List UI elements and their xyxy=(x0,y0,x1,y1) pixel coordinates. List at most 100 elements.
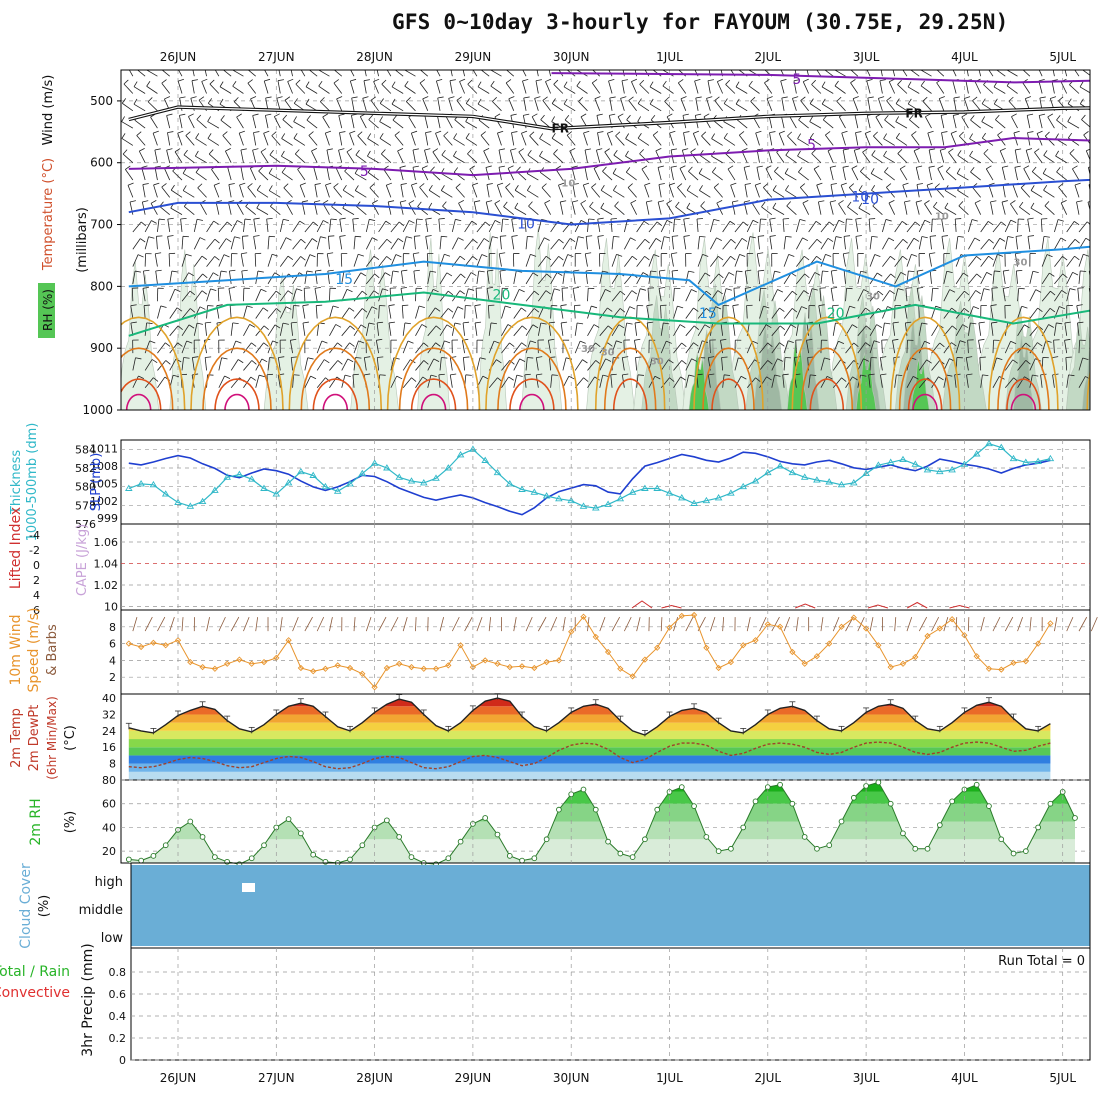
wind-barb xyxy=(339,132,343,146)
temp-bands xyxy=(128,698,1051,780)
wind-barb-flag xyxy=(946,374,953,377)
wind-barb xyxy=(425,219,429,233)
wind-barb xyxy=(784,173,797,181)
wind-barb xyxy=(525,324,534,337)
wind-barb-flag xyxy=(322,200,329,204)
wind-barb xyxy=(542,100,551,112)
wind-barb-flag xyxy=(548,321,556,324)
wind-barb-flag xyxy=(629,306,636,310)
wind-barb xyxy=(722,288,727,302)
wind-barb-flag xyxy=(800,96,806,101)
wind-barb-flag xyxy=(274,113,280,117)
wind-barb-flag xyxy=(1097,220,1100,222)
wind-barb-flag xyxy=(913,237,920,242)
wind-barb xyxy=(1029,289,1037,302)
wind-barb xyxy=(1011,116,1018,129)
wind-barb-flag xyxy=(307,63,311,68)
wind-barb xyxy=(465,137,478,146)
wind-barb xyxy=(448,98,453,111)
wind-barb-flag xyxy=(681,342,687,347)
2m-rh-point xyxy=(556,806,562,813)
wind-barb-flag xyxy=(871,235,878,238)
wind-barb-flag xyxy=(526,185,531,191)
wind-barb xyxy=(451,322,456,336)
wind-barb-flag xyxy=(589,201,594,207)
wind-barb xyxy=(771,289,778,302)
wind-barb-flag xyxy=(785,235,792,238)
wind-barb xyxy=(978,322,982,336)
wind-barb-flag xyxy=(1061,290,1067,295)
wind-barb-flag xyxy=(927,130,934,134)
millibars-axis-label: (millibars) xyxy=(75,207,90,273)
wind-barb xyxy=(1041,272,1050,285)
top-date-label: 4JUL xyxy=(951,50,978,64)
wind-barb-flag xyxy=(453,150,457,157)
2m-rh-point xyxy=(826,842,833,849)
wind-barb-flag xyxy=(571,165,578,168)
wind-barb-flag xyxy=(662,80,667,87)
dewpoint-axis-label: 2m DewPt xyxy=(27,705,42,772)
wind-barb-flag xyxy=(337,360,343,365)
wind-barb-flag xyxy=(672,235,679,237)
wind-barb-flag xyxy=(572,183,579,185)
wind-barb-flag xyxy=(1092,64,1095,69)
wind-barb-flag xyxy=(649,98,654,105)
wind-barb xyxy=(304,221,314,233)
wind-barb xyxy=(1076,201,1080,215)
wind10m-barb xyxy=(255,617,259,632)
wind-barb-flag xyxy=(532,324,539,329)
wind-barb xyxy=(880,70,883,77)
wind10m-barb xyxy=(525,616,533,632)
wind-barb xyxy=(918,341,925,354)
wind-barb-flag xyxy=(986,165,992,170)
wind-barb-flag xyxy=(909,114,914,120)
wind-barb-flag xyxy=(683,235,690,237)
wind-barb xyxy=(566,70,576,77)
wind-barb-flag xyxy=(548,338,555,341)
wind-barb-flag xyxy=(1079,98,1084,105)
wind-barb-flag xyxy=(544,237,550,241)
wind-barb-flag xyxy=(260,288,267,293)
wind-barb xyxy=(121,121,134,129)
wind-barb xyxy=(230,220,238,233)
wind-barb-flag xyxy=(1050,290,1056,296)
wind-barb-flag xyxy=(505,183,511,188)
wind-barb xyxy=(853,150,859,163)
wind-barb xyxy=(525,340,531,354)
wind-barb xyxy=(635,357,638,371)
wind-barb xyxy=(400,270,404,284)
wind-barb xyxy=(955,340,961,354)
wind-barb-flag xyxy=(312,221,319,227)
wind-barb-flag xyxy=(283,218,290,221)
wind-barb-flag xyxy=(322,113,329,118)
thickness-point xyxy=(972,450,981,457)
wind-barb-flag xyxy=(1086,148,1090,152)
wind-barb xyxy=(1074,70,1080,77)
wind-barb-flag xyxy=(204,62,210,63)
wind-barb-flag xyxy=(207,98,213,104)
wind-barb xyxy=(1004,219,1012,233)
wind-barb-flag xyxy=(655,148,662,152)
isotherm-35 xyxy=(410,378,457,410)
wind-barb-flag xyxy=(412,165,419,168)
temp-band xyxy=(128,730,1051,740)
wind-barb-flag xyxy=(522,78,529,82)
wind-barb-flag xyxy=(483,148,490,152)
wind-barb-flag xyxy=(588,218,595,220)
wind-barb-flag xyxy=(1083,253,1090,257)
wind-barb xyxy=(1054,237,1062,250)
isotherm-25 xyxy=(288,316,383,410)
wind-barb xyxy=(1091,378,1099,388)
wind-barb-flag xyxy=(730,255,736,261)
wind-barb-flag xyxy=(964,96,971,99)
wind-barb-flag xyxy=(744,183,751,185)
wind-barb xyxy=(808,221,817,233)
wind-barb-flag xyxy=(435,307,441,312)
wind-barb xyxy=(886,100,895,112)
wind-barb xyxy=(439,357,442,371)
thickness-point xyxy=(260,484,268,491)
wind-barb xyxy=(743,167,748,181)
wind-barb-flag xyxy=(815,220,822,226)
wind-barb xyxy=(966,374,969,388)
wind-barb-flag xyxy=(546,273,552,279)
